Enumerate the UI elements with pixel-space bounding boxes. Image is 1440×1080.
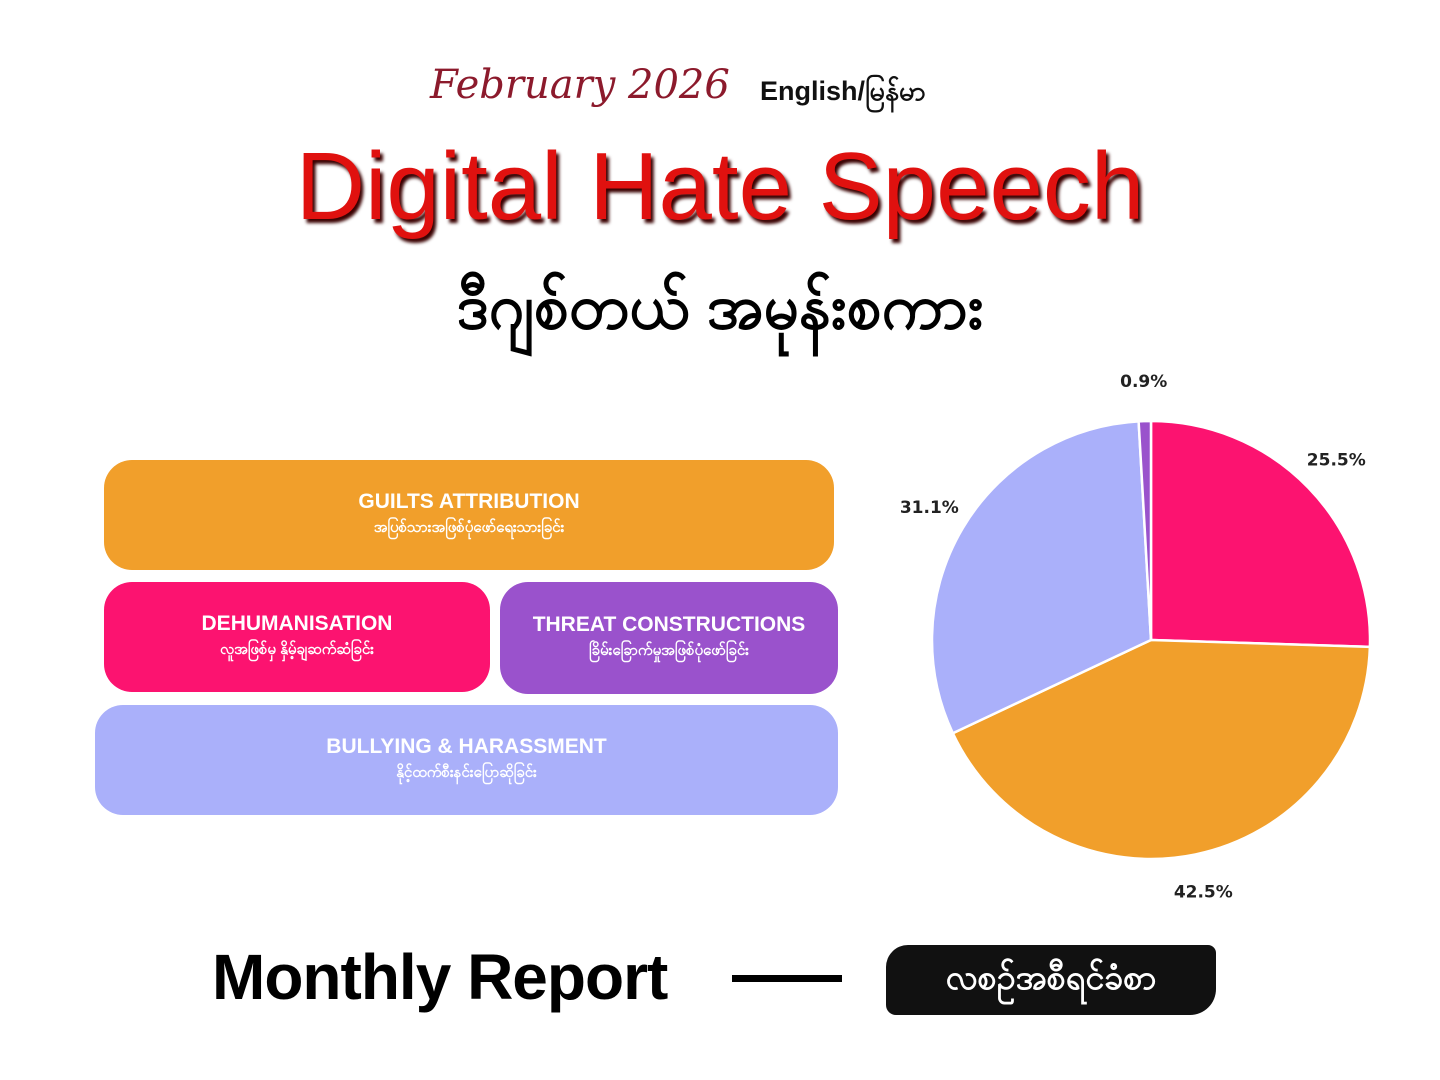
date: February 2026 [430, 62, 730, 108]
legend-label: DEHUMANISATION [201, 612, 393, 635]
legend-box: DEHUMANISATION လူအဖြစ်မှ နှိမ့်ချဆက်ဆံခြင… [104, 582, 490, 692]
legend-sublabel: ခြိမ်းခြောက်မှုအဖြစ်ပုံဖော်ခြင်း [589, 642, 749, 659]
legend-sublabel: နိုင့်ထက်စီးနင်းပြောဆိုခြင်း [396, 764, 537, 781]
legend-box: BULLYING & HARASSMENT နိုင့်ထက်စီးနင်းပြေ… [95, 705, 838, 815]
divider [732, 975, 842, 982]
value-label: 0.9% [1120, 372, 1167, 392]
legend-label: BULLYING & HARASSMENT [326, 735, 607, 758]
legend-box: GUILTS ATTRIBUTION အပြစ်သားအဖြစ်ပုံဖော်ရေ… [104, 460, 834, 570]
footer-label: Monthly Report [212, 941, 668, 1013]
footer-badge: လစဉ်အစီရင်ခံစာ [886, 945, 1216, 1015]
value-label: 25.5% [1307, 450, 1366, 470]
legend-sublabel: လူအဖြစ်မှ နှိမ့်ချဆက်ဆံခြင်း [220, 641, 374, 658]
value-label: 31.1% [900, 498, 959, 518]
title: Digital Hate Speech [295, 133, 1145, 240]
value-label: 42.5% [1174, 883, 1233, 903]
legend-label: THREAT CONSTRUCTIONS [532, 613, 806, 636]
legend-label: GUILTS ATTRIBUTION [358, 490, 580, 513]
pie-slice [1149, 419, 1372, 649]
pie-slice [930, 420, 1153, 735]
legend-box: THREAT CONSTRUCTIONS ခြိမ်းခြောက်မှုအဖြစ်… [500, 582, 838, 694]
legend-sublabel: အပြစ်သားအဖြစ်ပုံဖော်ရေးသားခြင်း [373, 519, 565, 536]
language-switch[interactable]: English/မြန်မာ [760, 76, 926, 106]
subtitle: ဒီဂျစ်တယ် အမုန်းစကား [456, 273, 984, 342]
pie-slice [1137, 419, 1153, 641]
pie-slice [951, 638, 1372, 861]
